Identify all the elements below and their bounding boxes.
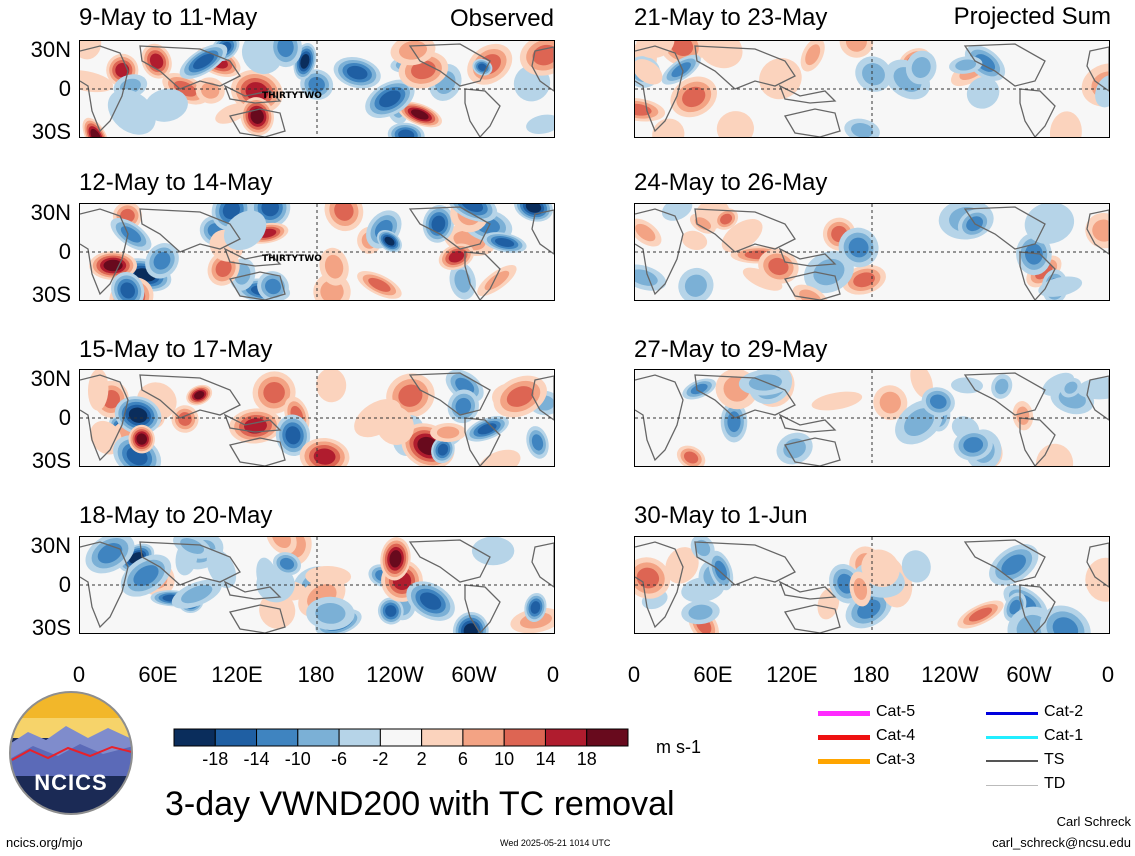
map-panel xyxy=(634,40,1110,138)
track-legend-label: Cat-1 xyxy=(1044,727,1084,744)
lon-tick-label: 0 xyxy=(546,662,560,687)
track-legend-line xyxy=(986,712,1038,715)
panel-title: 12-May to 14-May xyxy=(79,169,273,196)
colorbar-tick-label: -14 xyxy=(243,749,270,769)
colorbar-swatch xyxy=(503,728,546,747)
map-panel: THIRTYTWO xyxy=(79,40,555,138)
track-legend-line xyxy=(818,711,870,716)
colorbar-tick-label: 18 xyxy=(576,749,597,769)
track-legend-label: TS xyxy=(1044,751,1065,768)
colorbar-swatch xyxy=(586,728,629,747)
colorbar-swatch xyxy=(462,728,505,747)
colorbar-swatch xyxy=(544,728,588,747)
lon-tick-label: 120E xyxy=(211,662,263,687)
colorbar-tick-label: 2 xyxy=(416,749,427,769)
lon-tick-label: 180 xyxy=(852,662,890,687)
map-panel xyxy=(634,369,1110,467)
panel-title: 15-May to 17-May xyxy=(79,336,273,363)
track-legend-label: Cat-4 xyxy=(876,727,916,744)
track-legend-label: Cat-3 xyxy=(876,751,916,768)
storm-label: THIRTYTWO xyxy=(262,254,322,264)
lon-tick-label: 60W xyxy=(451,662,497,687)
track-legend-label: TD xyxy=(1044,775,1066,792)
timestamp: Wed 2025-05-21 1014 UTC xyxy=(500,838,611,848)
lon-tick-label: 180 xyxy=(297,662,335,687)
map-panel xyxy=(634,536,1110,634)
panel-title: 27-May to 29-May xyxy=(634,336,828,363)
colorbar xyxy=(173,728,629,753)
lon-tick-label: 60W xyxy=(1006,662,1052,687)
lat-tick-label: 0 xyxy=(58,76,71,101)
track-legend-label: Cat-5 xyxy=(876,703,916,720)
map-panel xyxy=(79,369,555,467)
track-legend-line xyxy=(818,759,870,764)
lat-tick-label: 30N xyxy=(30,37,71,62)
panel-title: 9-May to 11-May xyxy=(79,4,258,31)
lat-tick-label: 30S xyxy=(31,448,71,473)
colorbar-tick-label: 10 xyxy=(494,749,515,769)
lat-tick-label: 30S xyxy=(31,282,71,307)
track-legend-line xyxy=(986,736,1038,739)
panel-title: 24-May to 26-May xyxy=(634,169,828,196)
lon-tick-label: 0 xyxy=(72,662,86,687)
observed-label: Observed xyxy=(449,5,554,32)
panel-title: 18-May to 20-May xyxy=(79,502,273,529)
colorbar-swatch xyxy=(338,728,381,747)
lon-tick-label: 0 xyxy=(1101,662,1115,687)
lon-tick-label: 0 xyxy=(627,662,641,687)
colorbar-tick-label: -2 xyxy=(372,749,389,769)
colorbar-tick-label: 14 xyxy=(535,749,556,769)
track-legend-line xyxy=(818,735,870,740)
map-panel: THIRTYTWO xyxy=(79,203,555,301)
lat-tick-label: 30N xyxy=(30,366,71,391)
lon-tick-label: 60E xyxy=(693,662,733,687)
panel-title: 30-May to 1-Jun xyxy=(634,502,808,529)
map-panel xyxy=(634,203,1110,301)
colorbar-swatch xyxy=(379,728,423,747)
figure-title: 3-day VWND200 with TC removal xyxy=(165,785,675,823)
colorbar-tick-label: -18 xyxy=(202,749,229,769)
colorbar-tick-label: -10 xyxy=(284,749,311,769)
lat-tick-label: 30N xyxy=(30,533,71,558)
lon-tick-label: 120E xyxy=(766,662,818,687)
lat-tick-label: 0 xyxy=(58,405,71,430)
website-link[interactable]: ncics.org/mjo xyxy=(6,835,83,850)
track-legend-line xyxy=(986,785,1038,786)
panel-title: 21-May to 23-May xyxy=(634,4,828,31)
lon-tick-label: 120W xyxy=(921,662,979,687)
colorbar-tick-label: 6 xyxy=(457,749,468,769)
colorbar-swatch xyxy=(214,728,258,747)
storm-label: THIRTYTWO xyxy=(262,91,322,101)
lat-tick-label: 30S xyxy=(31,615,71,640)
colorbar-tick-label: -6 xyxy=(331,749,348,769)
colorbar-swatch xyxy=(421,728,464,747)
projected-sum-label: Projected Sum xyxy=(953,3,1111,30)
colorbar-swatch xyxy=(256,728,299,747)
track-legend-label: Cat-2 xyxy=(1044,703,1084,720)
lon-tick-label: 60E xyxy=(138,662,178,687)
author-email[interactable]: carl_schreck@ncsu.edu xyxy=(992,835,1131,850)
lon-tick-label: 120W xyxy=(366,662,424,687)
map-panel xyxy=(79,536,555,634)
lat-tick-label: 30N xyxy=(30,200,71,225)
lat-tick-label: 30S xyxy=(31,119,71,144)
lat-tick-label: 0 xyxy=(58,572,71,597)
colorbar-swatch xyxy=(173,728,216,747)
units-label: m s-1 xyxy=(656,737,701,757)
ncics-logo: NCICS xyxy=(8,690,134,816)
lat-tick-label: 0 xyxy=(58,239,71,264)
track-legend-line xyxy=(986,760,1038,762)
logo-text: NCICS xyxy=(34,770,108,795)
author-name: Carl Schreck xyxy=(1056,814,1131,829)
colorbar-swatch xyxy=(297,728,340,747)
